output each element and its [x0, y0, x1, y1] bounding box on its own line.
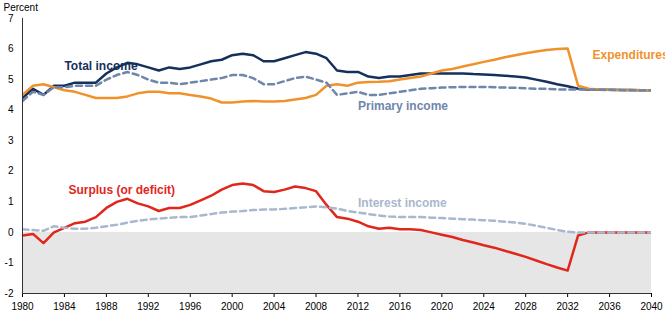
svg-text:2032: 2032	[557, 301, 580, 312]
svg-text:2028: 2028	[515, 301, 538, 312]
svg-text:1996: 1996	[179, 301, 202, 312]
svg-text:2004: 2004	[263, 301, 286, 312]
svg-text:4: 4	[8, 104, 14, 115]
svg-text:Percent: Percent	[4, 2, 39, 13]
svg-text:2036: 2036	[598, 301, 621, 312]
svg-text:-2: -2	[5, 288, 14, 299]
svg-text:6: 6	[8, 43, 14, 54]
svg-text:1988: 1988	[95, 301, 118, 312]
svg-text:1992: 1992	[137, 301, 160, 312]
svg-text:2008: 2008	[305, 301, 328, 312]
svg-text:Interest income: Interest income	[358, 196, 447, 210]
svg-text:Total income: Total income	[64, 59, 137, 73]
svg-text:0: 0	[8, 227, 14, 238]
svg-text:2012: 2012	[347, 301, 370, 312]
svg-text:1980: 1980	[11, 301, 34, 312]
svg-text:-1: -1	[5, 257, 14, 268]
svg-text:1984: 1984	[53, 301, 76, 312]
svg-text:5: 5	[8, 74, 14, 85]
svg-text:2016: 2016	[389, 301, 412, 312]
svg-text:7: 7	[8, 13, 14, 24]
svg-text:2000: 2000	[221, 301, 244, 312]
svg-text:2040: 2040	[640, 301, 663, 312]
svg-text:Expenditures: Expenditures	[593, 48, 665, 62]
svg-text:Primary income: Primary income	[358, 99, 448, 113]
svg-text:Surplus (or deficit): Surplus (or deficit)	[68, 183, 175, 197]
svg-text:3: 3	[8, 135, 14, 146]
svg-text:1: 1	[8, 196, 14, 207]
svg-text:2020: 2020	[431, 301, 454, 312]
svg-text:2024: 2024	[473, 301, 496, 312]
svg-text:2: 2	[8, 165, 14, 176]
